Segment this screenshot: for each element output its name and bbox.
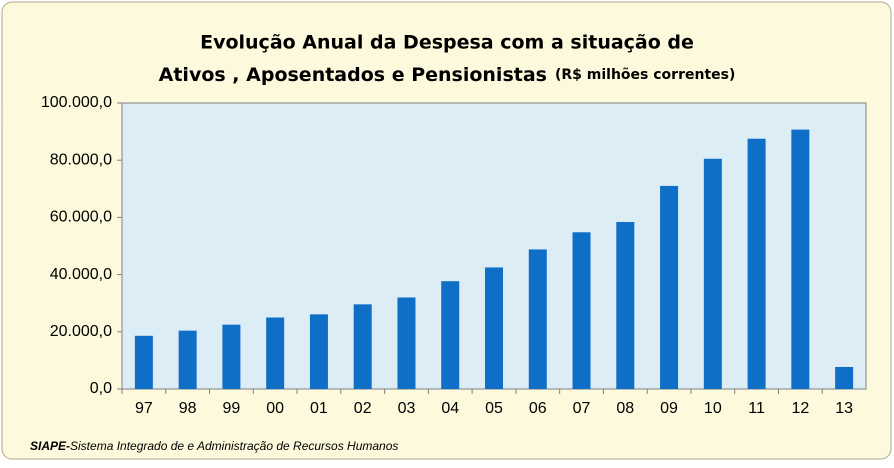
x-tick-label: 12 [791,400,809,417]
bar [835,366,854,389]
x-tick-label: 03 [398,400,416,417]
chart-title: Evolução Anual da Despesa com a situação… [200,32,694,54]
source-text: Sistema Integrado de e Administração de … [70,439,398,453]
bar [178,330,197,389]
bar [397,297,416,389]
y-tick-label: 100.000,0 [41,94,112,111]
x-tick-label: 05 [485,400,503,417]
bar [747,138,766,389]
x-tick-label: 09 [660,400,678,417]
y-tick-label: 40.000,0 [50,266,112,283]
x-tick-label: 07 [573,400,591,417]
bar [616,221,635,389]
x-tick-label: 99 [223,400,241,417]
x-tick-label: 01 [310,400,328,417]
chart-subtitle: (R$ milhões correntes) [555,67,735,83]
bar [791,129,810,389]
x-tick-label: 02 [354,400,372,417]
source-label: SIAPE- [30,439,70,453]
x-tick-label: 04 [441,400,459,417]
bar [309,314,328,389]
chart-title: Ativos , Aposentados e Pensionistas [159,64,547,86]
y-tick-label: 0,0 [90,380,112,397]
source-note: SIAPE-Sistema Integrado de e Administraç… [30,439,398,453]
y-tick-label: 80.000,0 [50,151,112,168]
chart-title: Ativos , Aposentados e Pensionistas (R$ m… [159,64,736,86]
bar [660,185,679,389]
x-tick-label: 98 [179,400,197,417]
y-tick-label: 20.000,0 [50,323,112,340]
x-tick-label: 08 [616,400,634,417]
bar [222,324,241,389]
x-tick-label: 97 [135,400,153,417]
x-tick-label: 11 [748,400,765,417]
bar [572,232,591,389]
x-tick-label: 13 [835,400,853,417]
x-tick-label: 00 [266,400,284,417]
bar [353,304,372,389]
bar [266,317,285,389]
bar [703,158,722,389]
x-tick-label: 10 [704,400,722,417]
y-tick-label: 60.000,0 [50,209,112,226]
bar [441,281,460,389]
bar [528,249,547,389]
bar [134,335,153,389]
bar [485,267,503,389]
x-tick-label: 06 [529,400,547,417]
